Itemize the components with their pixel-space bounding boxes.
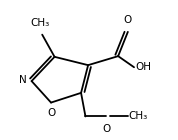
Text: CH₃: CH₃ bbox=[31, 18, 50, 28]
Text: CH₃: CH₃ bbox=[129, 111, 148, 121]
Text: OH: OH bbox=[136, 62, 152, 72]
Text: O: O bbox=[102, 124, 110, 134]
Text: O: O bbox=[47, 108, 56, 118]
Text: N: N bbox=[19, 75, 26, 85]
Text: O: O bbox=[124, 15, 132, 25]
